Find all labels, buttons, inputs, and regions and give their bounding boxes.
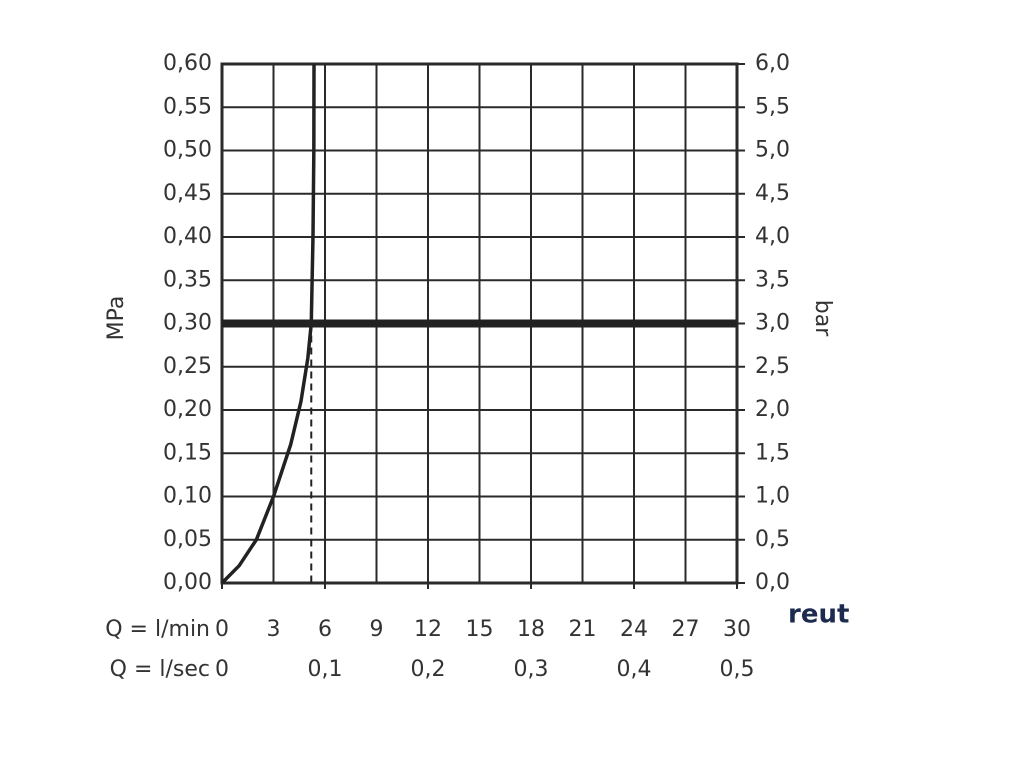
x-tick-label: 30 bbox=[723, 617, 751, 642]
y-tick-label: 0,35 bbox=[163, 267, 212, 292]
y-tick-label: 0,30 bbox=[163, 311, 212, 336]
x-tick-label: 6 bbox=[318, 617, 332, 642]
x2-tick-label: 0,5 bbox=[720, 657, 755, 682]
x-tick-label: 9 bbox=[370, 617, 384, 642]
y-tick-label: 0,10 bbox=[163, 484, 212, 509]
x-tick-label: 3 bbox=[267, 617, 281, 642]
x-tick-label: 21 bbox=[569, 617, 597, 642]
y2-tick-label: 3,5 bbox=[755, 267, 790, 292]
x-axis-label: Q = l/min bbox=[105, 617, 210, 642]
y2-tick-label: 0,0 bbox=[755, 570, 790, 595]
x2-tick-label: 0,2 bbox=[411, 657, 446, 682]
x2-tick-label: 0,3 bbox=[514, 657, 549, 682]
y-tick-label: 0,25 bbox=[163, 354, 212, 379]
x2-tick-label: 0,4 bbox=[617, 657, 652, 682]
y-tick-label: 0,60 bbox=[163, 51, 212, 76]
x-tick-label: 0 bbox=[215, 617, 229, 642]
x-tick-label: 12 bbox=[414, 617, 442, 642]
x2-tick-label: 0 bbox=[215, 657, 229, 682]
y-tick-label: 0,20 bbox=[163, 397, 212, 422]
x2-axis-label: Q = l/sec bbox=[110, 657, 210, 682]
y2-tick-label: 2,5 bbox=[755, 354, 790, 379]
y2-tick-label: 4,5 bbox=[755, 181, 790, 206]
x-tick-label: 27 bbox=[672, 617, 700, 642]
y-tick-label: 0,50 bbox=[163, 138, 212, 163]
y-tick-label: 0,05 bbox=[163, 527, 212, 552]
y-tick-label: 0,40 bbox=[163, 224, 212, 249]
y-tick-label: 0,00 bbox=[163, 570, 212, 595]
x-tick-label: 24 bbox=[620, 617, 648, 642]
y2-tick-label: 0,5 bbox=[755, 527, 790, 552]
y-tick-label: 0,15 bbox=[163, 440, 212, 465]
y2-tick-label: 3,0 bbox=[755, 311, 790, 336]
y2-tick-label: 1,0 bbox=[755, 484, 790, 509]
y2-axis-label: bar bbox=[810, 300, 835, 337]
y2-tick-label: 5,5 bbox=[755, 94, 790, 119]
y-tick-label: 0,55 bbox=[163, 94, 212, 119]
x2-tick-label: 0,1 bbox=[308, 657, 343, 682]
y2-tick-label: 6,0 bbox=[755, 51, 790, 76]
x-tick-label: 18 bbox=[517, 617, 545, 642]
y2-tick-label: 1,5 bbox=[755, 440, 790, 465]
curve bbox=[220, 63, 316, 585]
x-tick-label: 15 bbox=[466, 617, 494, 642]
y2-tick-label: 2,0 bbox=[755, 397, 790, 422]
y-tick-label: 0,45 bbox=[163, 181, 212, 206]
y-axis-label: MPa bbox=[104, 296, 129, 341]
y2-tick-label: 5,0 bbox=[755, 138, 790, 163]
logo: reut bbox=[788, 600, 849, 630]
y2-tick-label: 4,0 bbox=[755, 224, 790, 249]
